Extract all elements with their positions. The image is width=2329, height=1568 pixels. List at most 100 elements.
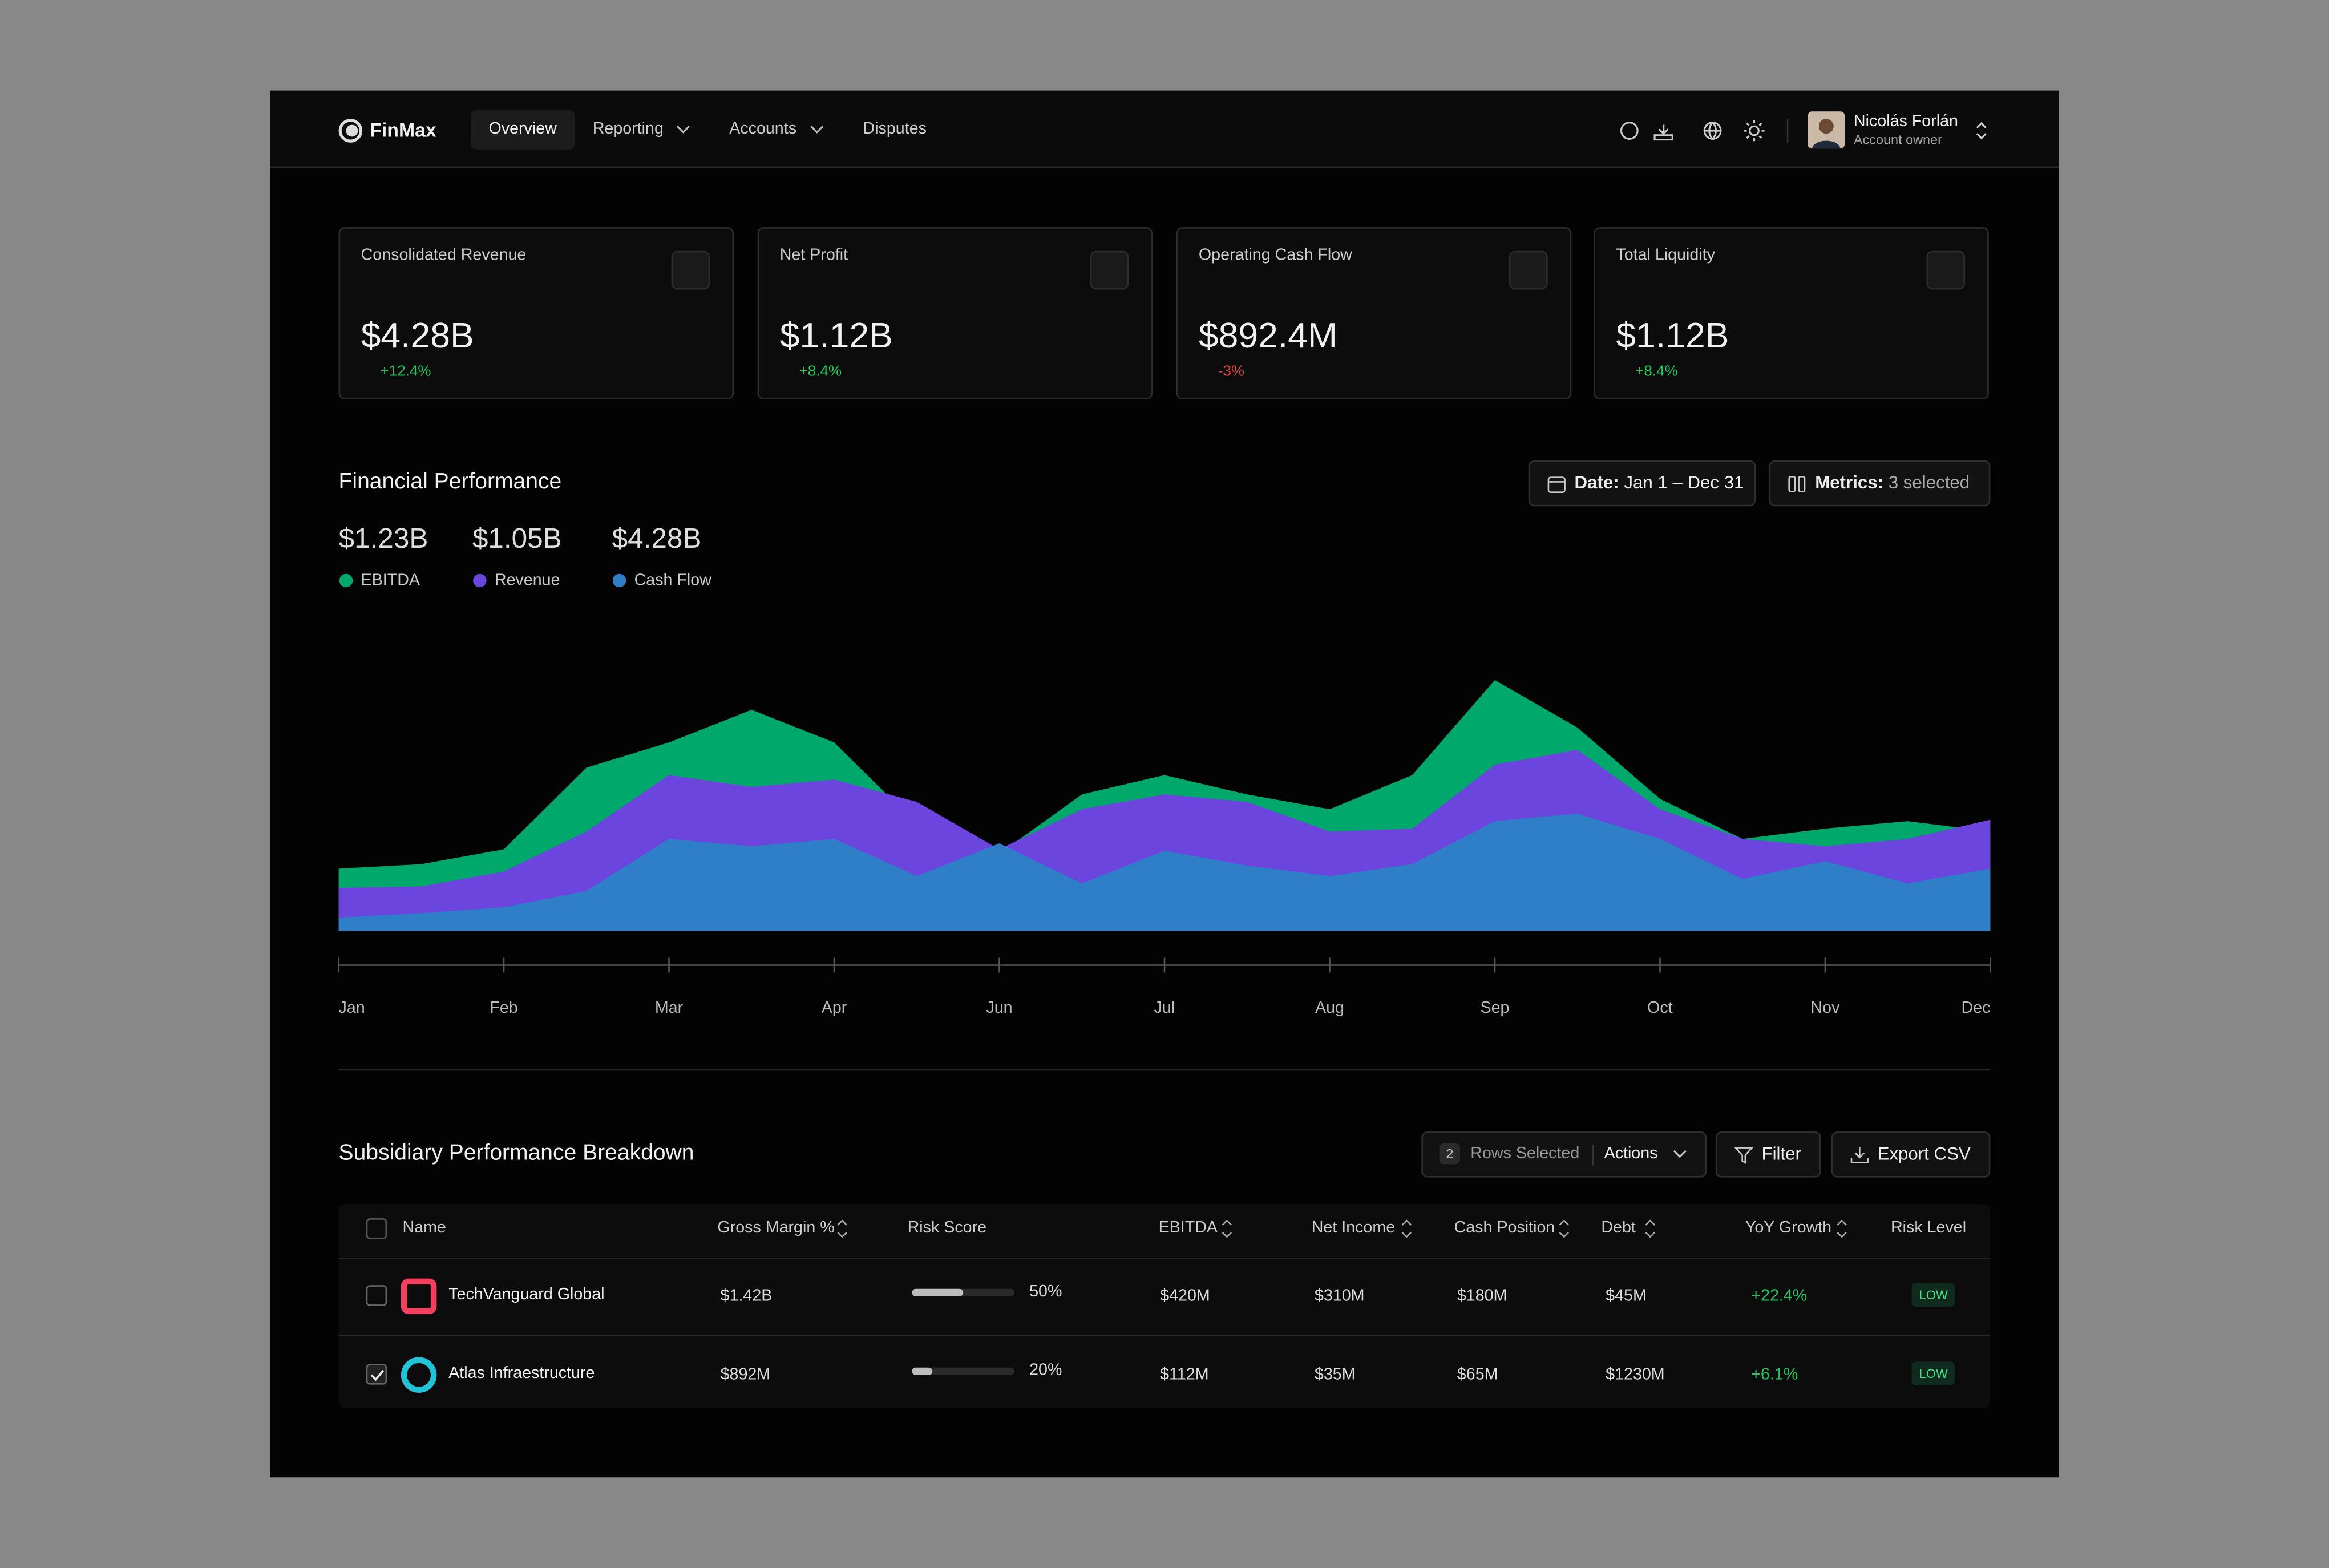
table-title: Subsidiary Performance Breakdown: [338, 1140, 694, 1166]
x-tick-label: Oct: [1647, 999, 1673, 1017]
user-role: Account owner: [1853, 132, 1942, 147]
x-tick-label: Sep: [1480, 999, 1509, 1017]
divider: [338, 1069, 1991, 1071]
checkbox: [366, 1218, 387, 1239]
x-tick-label: Aug: [1315, 999, 1344, 1017]
area: [338, 814, 1991, 931]
date-value: Jan 1 – Dec 31: [1624, 472, 1744, 493]
kpi-change: +8.4%: [799, 363, 842, 381]
risk-bar: [912, 1367, 933, 1375]
cell: +22.4%: [1751, 1287, 1808, 1306]
legend-label: Revenue: [494, 571, 560, 590]
date-label: Date: Jan 1 – Dec 31: [1574, 462, 1744, 504]
x-tick-label: Jul: [1154, 999, 1175, 1017]
metrics-icon: [1788, 476, 1806, 492]
divider: [1786, 119, 1789, 143]
divider: [1592, 1145, 1594, 1166]
kpi-card: [757, 227, 1153, 400]
x-tick-label: Nov: [1810, 999, 1840, 1017]
nav-item[interactable]: Disputes: [863, 120, 927, 139]
legend-dot: [612, 573, 626, 588]
column-header[interactable]: Cash Position: [1454, 1219, 1555, 1237]
kpi-card: [1176, 227, 1572, 400]
cell: $65M: [1457, 1366, 1498, 1384]
checkbox: [366, 1285, 387, 1306]
cell: $310M: [1314, 1287, 1365, 1306]
legend-dot: [339, 573, 353, 588]
metrics-value: 3 selected: [1888, 472, 1970, 493]
company-name: TechVanguard Global: [448, 1286, 605, 1304]
date-filter[interactable]: Date: Jan 1 – Dec 31: [1528, 460, 1756, 507]
legend-label: EBITDA: [361, 571, 420, 590]
kpi-icon[interactable]: [1090, 250, 1129, 290]
sort-icon: [1401, 1219, 1412, 1238]
risk-track: [912, 1367, 1015, 1375]
checkbox: [366, 1364, 387, 1385]
metrics-key: Metrics:: [1815, 472, 1884, 493]
cell: $180M: [1457, 1287, 1507, 1306]
actions[interactable]: Actions: [1604, 1145, 1658, 1163]
nav-chevrons: [677, 126, 824, 134]
risk-badge: LOW: [1911, 1283, 1955, 1307]
filter-label: Filter: [1761, 1143, 1801, 1165]
sort-icon: [1837, 1219, 1847, 1238]
cell: $420M: [1160, 1287, 1210, 1306]
column-header[interactable]: EBITDA: [1158, 1219, 1218, 1237]
sort-icon: [1645, 1219, 1655, 1238]
kpi-card: [338, 227, 734, 400]
kpi-icon[interactable]: [1926, 250, 1966, 290]
legend-dot: [473, 573, 487, 588]
row-divider: [338, 1258, 1991, 1259]
risk-bar: [912, 1288, 964, 1296]
kpi-icon[interactable]: [1509, 250, 1548, 290]
kpi-icon[interactable]: [671, 250, 710, 290]
x-tick-label: Mar: [655, 999, 684, 1017]
export-label: Export CSV: [1877, 1143, 1971, 1165]
selected-label: Rows Selected: [1470, 1145, 1580, 1163]
column-header[interactable]: Gross Margin %: [717, 1219, 835, 1237]
kpi-change: +12.4%: [380, 363, 431, 381]
column-header: Name: [402, 1219, 446, 1237]
user-menu[interactable]: [1972, 120, 1990, 141]
kpi-label: Net Profit: [779, 246, 848, 265]
legend-value: $1.05B: [472, 524, 562, 556]
filter-button[interactable]: Filter: [1715, 1131, 1821, 1178]
user-name: Nicolás Forlán: [1853, 112, 1958, 131]
risk-badge: LOW: [1911, 1361, 1955, 1385]
avatar[interactable]: [1808, 111, 1845, 149]
x-tick-label: Jan: [339, 999, 365, 1017]
risk-label: 50%: [1029, 1283, 1062, 1301]
kpi-change: -3%: [1218, 363, 1245, 381]
column-header: Risk Level: [1891, 1219, 1967, 1237]
nav-item[interactable]: Accounts: [729, 120, 797, 139]
kpi-value: $1.12B: [1616, 316, 1729, 357]
nav-item[interactable]: Reporting: [592, 120, 664, 139]
cell: $892M: [720, 1366, 771, 1384]
check: [370, 1369, 385, 1381]
company-name: Atlas Infraestructure: [448, 1364, 595, 1383]
x-tick-label: Feb: [490, 999, 517, 1017]
x-tick-label: Dec: [1962, 999, 1991, 1017]
export-button[interactable]: Export CSV: [1831, 1131, 1991, 1178]
row-divider: [338, 1335, 1991, 1337]
kpi-label: Operating Cash Flow: [1198, 246, 1352, 265]
cell: $35M: [1314, 1366, 1356, 1384]
sort-icon: [1559, 1219, 1570, 1238]
table: [338, 1204, 1991, 1408]
kpi-label: Consolidated Revenue: [361, 246, 527, 265]
selection-bar[interactable]: 2 Rows Selected Actions: [1421, 1131, 1707, 1178]
company-logo: [401, 1278, 437, 1315]
company-logo: [401, 1357, 437, 1393]
metrics-filter[interactable]: Metrics: 3 selected: [1769, 460, 1991, 507]
legend-value: $1.23B: [338, 524, 428, 556]
nav-item[interactable]: Overview: [488, 120, 557, 139]
metrics-label: Metrics: 3 selected: [1815, 462, 1970, 504]
kpi-card: [1594, 227, 1989, 400]
column-header[interactable]: Net Income: [1311, 1219, 1396, 1237]
column-header[interactable]: YoY Growth: [1745, 1219, 1832, 1237]
column-header[interactable]: Debt: [1601, 1219, 1636, 1237]
kpi-value: $892.4M: [1198, 316, 1338, 357]
header-icons[interactable]: [1616, 118, 1765, 144]
